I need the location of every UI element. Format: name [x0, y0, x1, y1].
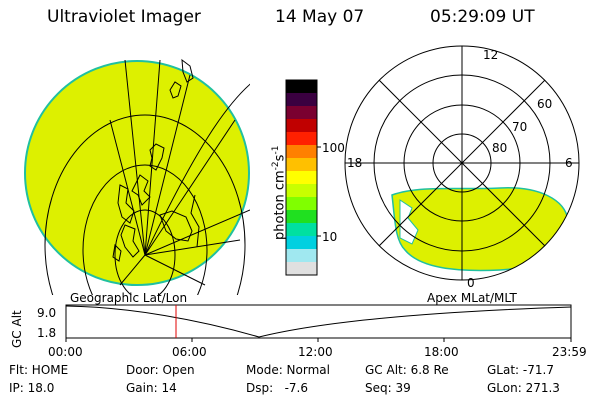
colorbar-segment [286, 80, 317, 94]
latlon-grid [44, 59, 250, 295]
colorbar-frame [285, 79, 318, 276]
colorbar-segment [286, 93, 317, 107]
oval-gap [399, 199, 419, 245]
status-seq: Seq: 39 [365, 381, 411, 395]
apex-label: Apex MLat/MLT [427, 291, 517, 305]
colorbar-segment [286, 171, 317, 185]
colorbar-segment [286, 197, 317, 211]
polar-image [344, 45, 580, 281]
status-dsp: Dsp: -7.6 [246, 381, 309, 395]
geographic-image [24, 58, 250, 295]
colorbar-segment [286, 119, 317, 133]
status-gain: Gain: 14 [126, 381, 177, 395]
altitude-ytick-high: 9.0 [37, 306, 57, 320]
colorbar-tick-10: 10 [322, 230, 338, 244]
instrument-title: Ultraviolet Imager [47, 7, 201, 27]
time-tick-2359: 23:59 [552, 345, 587, 359]
colorbar-segment [286, 158, 317, 172]
date-label: 14 May 07 [275, 7, 365, 27]
mlt-label-12: 12 [483, 48, 499, 62]
mlat-label-60: 60 [537, 97, 553, 111]
colorbar-segment [286, 106, 317, 120]
colorbar-tick-100: 100 [322, 141, 345, 155]
mlt-label-6: 6 [565, 156, 573, 170]
colorbar-segment [286, 223, 317, 237]
altitude-ylabel: GC Alt [10, 310, 24, 348]
status-door: Door: Open [126, 363, 195, 377]
mlat-label-80: 80 [492, 141, 508, 155]
mlt-label-18: 18 [347, 156, 363, 170]
colorbar-unit-label: photon cm-2s-1 [271, 145, 288, 240]
polar-grid [344, 45, 580, 281]
time-tick-0000: 00:00 [48, 345, 83, 359]
time-tick-0600: 06:00 [172, 345, 207, 359]
time-tick-1200: 12:00 [298, 345, 333, 359]
status-glon: GLon: 271.3 [487, 381, 560, 395]
status-gc-alt: GC Alt: 6.8 Re [365, 363, 449, 377]
colorbar-segment [286, 184, 317, 198]
colorbar-segment [286, 145, 317, 159]
colorbar-segment [286, 249, 317, 263]
altitude-curve [65, 305, 572, 338]
status-glat: GLat: -71.7 [487, 363, 554, 377]
time-label: 05:29:09 UT [430, 7, 535, 27]
colorbar-segment [286, 132, 317, 146]
colorbar-segment [286, 262, 317, 276]
colorbar-segment [286, 236, 317, 250]
mlat-label-70: 70 [512, 120, 528, 134]
time-tick-1800: 18:00 [424, 345, 459, 359]
color-scale-bar [285, 79, 318, 276]
status-mode: Mode: Normal [246, 363, 330, 377]
colorbar-segment [286, 210, 317, 224]
mlt-label-0: 0 [467, 276, 475, 290]
status-flt: Flt: HOME [9, 363, 69, 377]
geographic-label: Geographic Lat/Lon [70, 291, 188, 305]
status-ip: IP: 18.0 [9, 381, 55, 395]
altitude-plot [65, 304, 572, 342]
coastlines [112, 58, 200, 262]
altitude-ytick-low: 1.8 [37, 326, 57, 340]
